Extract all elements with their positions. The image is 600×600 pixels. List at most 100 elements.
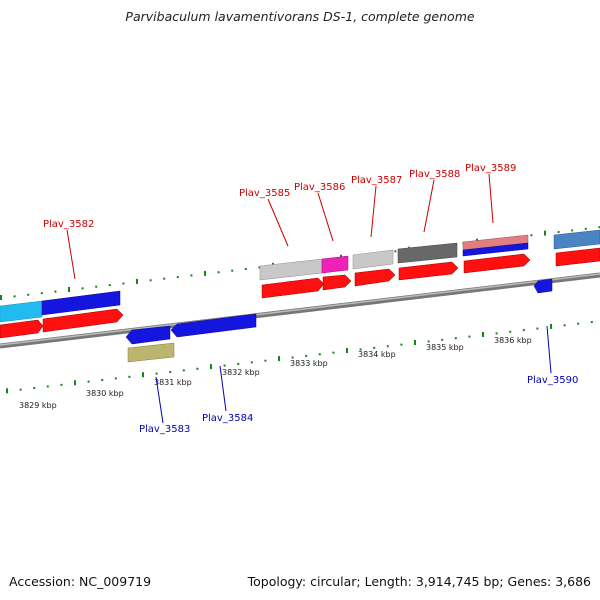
cds-arrow-3588[interactable]	[398, 261, 459, 281]
connector-3587	[370, 185, 377, 238]
feature-darkgray-3588[interactable]	[397, 242, 458, 264]
tick-major	[414, 340, 416, 346]
feature-steelblue-right[interactable]	[553, 229, 600, 250]
genome-summary-text: Topology: circular; Length: 3,914,745 bp…	[247, 574, 591, 589]
tick-minor	[250, 361, 253, 364]
tick-minor	[149, 279, 152, 282]
tick-minor	[196, 367, 199, 370]
connector-3590	[546, 325, 552, 374]
tick-major	[210, 364, 212, 370]
connector-3582	[66, 229, 76, 280]
tick-label: 3834 kbp	[358, 350, 396, 359]
tick-minor	[190, 274, 193, 277]
tick-minor	[244, 268, 247, 271]
gene-label-top[interactable]: Plav_3588	[409, 169, 460, 180]
tick-minor	[522, 329, 525, 332]
tick-minor	[373, 346, 376, 349]
cds-arrow-right[interactable]	[555, 247, 600, 267]
tick-minor	[217, 271, 220, 274]
tick-major	[68, 286, 70, 292]
tick-label: 3833 kbp	[290, 359, 328, 368]
tick-major	[204, 270, 206, 276]
connector-3586	[317, 192, 334, 242]
feature-cyan-left[interactable]	[0, 300, 43, 323]
cds-arrow-3589[interactable]	[463, 253, 531, 274]
tick-label: 3831 kbp	[154, 378, 192, 387]
tick-minor	[46, 385, 49, 388]
tick-minor	[163, 277, 166, 280]
tick-label: 3835 kbp	[426, 343, 464, 352]
cds-arrow-3584[interactable]	[170, 313, 257, 338]
tick-label: 3829 kbp	[19, 401, 57, 410]
backbone-line-highlight	[0, 273, 600, 346]
cds-arrow-left-1[interactable]	[0, 319, 44, 339]
cds-arrow-3585[interactable]	[261, 277, 325, 299]
feature-khaki-3583[interactable]	[127, 342, 175, 363]
tick-minor	[19, 388, 22, 391]
tick-minor	[223, 364, 226, 367]
tick-label: 3836 kbp	[494, 336, 532, 345]
tick-major	[544, 230, 546, 236]
tick-minor	[495, 332, 498, 335]
tick-major	[482, 331, 484, 337]
connector-3585	[267, 198, 289, 247]
tick-minor	[359, 348, 362, 351]
gene-label-top[interactable]: Plav_3586	[294, 182, 345, 193]
tick-minor	[27, 293, 30, 296]
tick-minor	[101, 379, 104, 382]
tick-minor	[557, 231, 560, 234]
tick-minor	[54, 290, 57, 293]
gene-label-bottom[interactable]: Plav_3583	[139, 424, 190, 435]
gene-label-top[interactable]: Plav_3585	[239, 188, 290, 199]
tick-minor	[318, 353, 321, 356]
tick-minor	[237, 362, 240, 365]
cds-arrow-3590[interactable]	[533, 278, 553, 294]
connector-3583	[155, 376, 164, 424]
tick-minor	[264, 359, 267, 362]
tick-minor	[169, 370, 172, 373]
tick-label: 3830 kbp	[86, 389, 124, 398]
tick-minor	[155, 372, 158, 375]
tick-minor	[95, 285, 98, 288]
tick-minor	[81, 287, 84, 290]
gene-label-top[interactable]: Plav_3582	[43, 219, 94, 230]
tick-minor	[332, 351, 335, 354]
gene-label-top[interactable]: Plav_3589	[465, 163, 516, 174]
tick-minor	[441, 338, 444, 341]
cds-arrow-3582[interactable]	[42, 308, 124, 333]
cds-arrow-3583[interactable]	[125, 325, 171, 345]
tick-minor	[468, 335, 471, 338]
tick-minor	[33, 387, 36, 390]
tick-major	[136, 278, 138, 284]
gene-label-top[interactable]: Plav_3587	[351, 175, 402, 186]
tick-minor	[563, 324, 566, 327]
tick-major	[142, 372, 144, 378]
tick-minor	[386, 345, 389, 348]
tick-minor	[13, 295, 16, 298]
cds-arrow-3586[interactable]	[322, 274, 352, 291]
gene-label-bottom[interactable]: Plav_3590	[527, 375, 578, 386]
tick-minor	[128, 375, 131, 378]
accession-text: Accession: NC_009719	[9, 574, 152, 589]
tick-minor	[584, 227, 587, 230]
tick-major	[0, 295, 2, 300]
tick-minor	[291, 356, 294, 359]
cds-arrow-3587[interactable]	[354, 268, 396, 287]
feature-gray-3585[interactable]	[259, 258, 323, 281]
feature-blue-left[interactable]	[41, 290, 121, 316]
feature-gray-3587[interactable]	[352, 249, 394, 270]
tick-minor	[108, 284, 111, 287]
tick-minor	[182, 369, 185, 372]
feature-blue-3589[interactable]	[462, 242, 529, 257]
tick-minor	[598, 226, 600, 229]
connector-3588	[423, 179, 435, 233]
gene-label-bottom[interactable]: Plav_3584	[202, 413, 253, 424]
tick-minor	[176, 276, 179, 279]
tick-minor	[305, 354, 308, 357]
tick-minor	[400, 343, 403, 346]
feature-magenta-3586[interactable]	[321, 255, 349, 274]
tick-minor	[571, 229, 574, 232]
genome-title: Parvibaculum lavamentivorans DS-1, compl…	[125, 9, 475, 24]
tick-major	[74, 380, 76, 386]
tick-minor	[40, 292, 43, 295]
